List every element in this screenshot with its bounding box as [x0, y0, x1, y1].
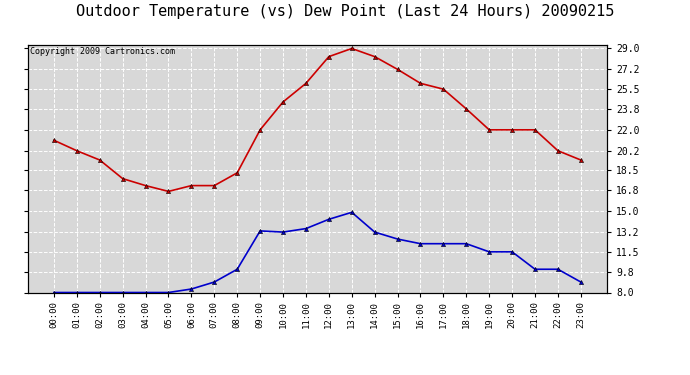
Text: Outdoor Temperature (vs) Dew Point (Last 24 Hours) 20090215: Outdoor Temperature (vs) Dew Point (Last…	[76, 4, 614, 19]
Text: Copyright 2009 Cartronics.com: Copyright 2009 Cartronics.com	[30, 48, 175, 57]
